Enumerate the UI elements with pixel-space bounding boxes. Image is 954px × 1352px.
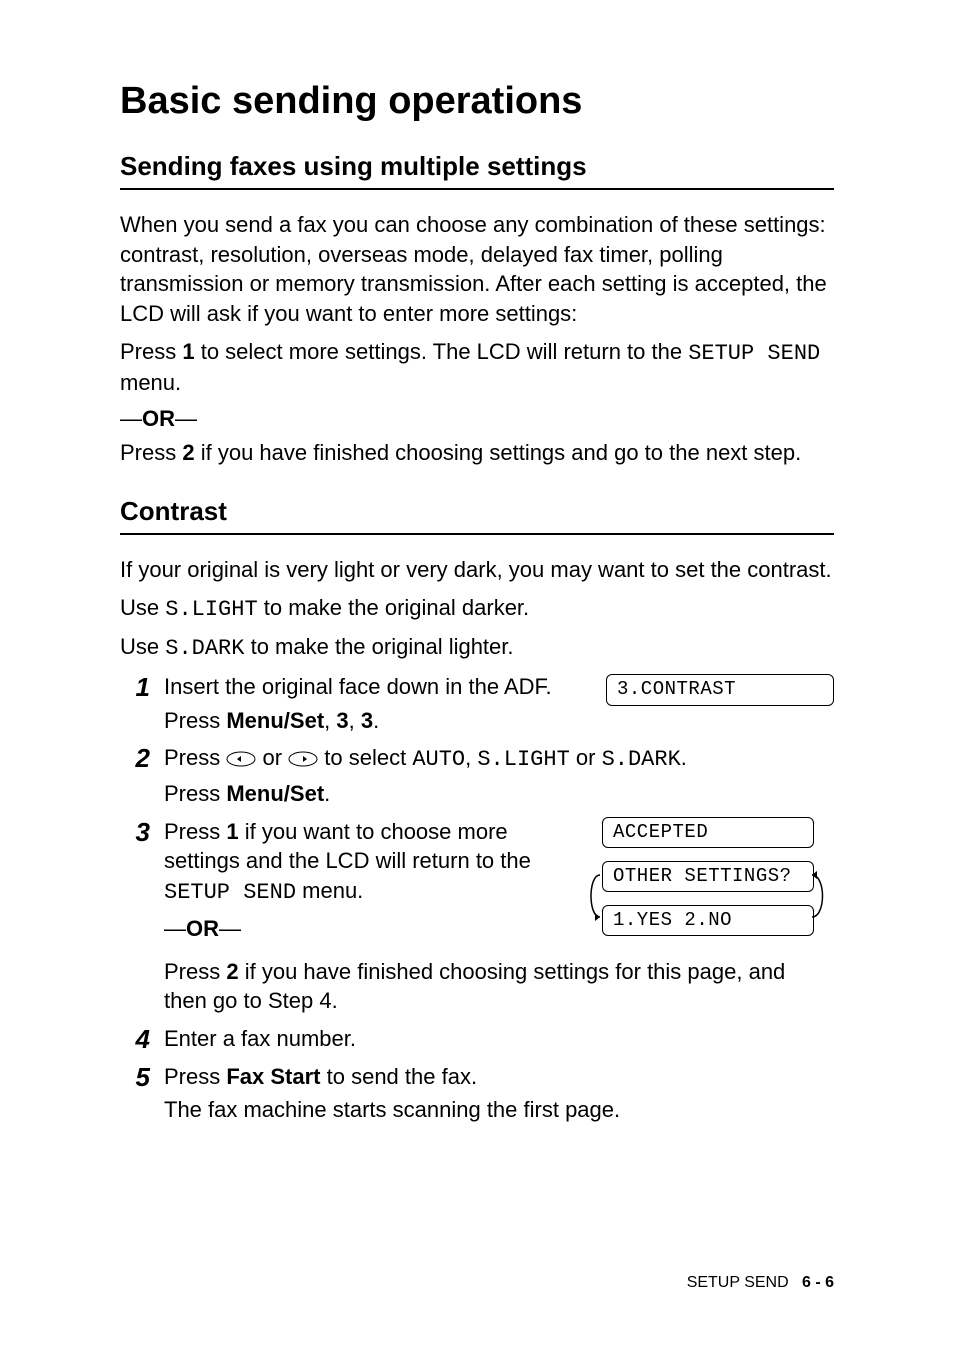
text: . (681, 745, 687, 770)
sdark-line: Use S.DARK to make the original lighter. (120, 632, 834, 664)
nav-left-icon (226, 745, 256, 775)
step-list: 1 Insert the original face down in the A… (120, 672, 834, 1129)
text: to select (318, 745, 412, 770)
intro-paragraph: When you send a fax you can choose any c… (120, 210, 834, 329)
step-number: 5 (120, 1062, 164, 1093)
text: Press (164, 959, 226, 984)
step1-row: Insert the original face down in the ADF… (164, 672, 834, 739)
text: Press (164, 781, 226, 806)
contrast-intro: If your original is very light or very d… (120, 555, 834, 585)
step2-p1: Press or to select AUTO, S.LIGHT or S.DA… (164, 743, 834, 775)
step-1: 1 Insert the original face down in the A… (120, 672, 834, 739)
step3-p1: Press 1 if you want to choose more setti… (164, 817, 570, 908)
mono-sdark2: S.DARK (602, 747, 681, 772)
step-number: 2 (120, 743, 164, 774)
or-label: OR (186, 916, 219, 941)
or-separator: —OR— (120, 406, 834, 432)
mono-slight2: S.LIGHT (477, 747, 569, 772)
text: menu. (120, 370, 181, 395)
text: . (324, 781, 330, 806)
section-heading-sending: Sending faxes using multiple settings (120, 151, 834, 182)
step-content: Press 1 if you want to choose more setti… (164, 817, 834, 1020)
fax-start-key: Fax Start (226, 1064, 320, 1089)
key-1: 1 (226, 819, 238, 844)
text: if you have finished choosing settings f… (164, 959, 785, 1014)
step1-p1: Insert the original face down in the ADF… (164, 672, 590, 702)
loop-arrow-icon (584, 861, 834, 939)
text: , (324, 708, 336, 733)
text: to make the original lighter. (244, 634, 513, 659)
step2-p2: Press Menu/Set. (164, 779, 834, 809)
step-4: 4 Enter a fax number. (120, 1024, 834, 1058)
step1-text: Insert the original face down in the ADF… (164, 672, 590, 739)
footer-section: SETUP SEND (687, 1274, 789, 1291)
manual-page: Basic sending operations Sending faxes u… (0, 0, 954, 1193)
step-5: 5 Press Fax Start to send the fax. The f… (120, 1062, 834, 1129)
text: . (373, 708, 379, 733)
page-footer: SETUP SEND 6 - 6 (687, 1274, 834, 1292)
text: or (256, 745, 288, 770)
press-2-paragraph: Press 2 if you have finished choosing se… (120, 438, 834, 468)
text: Press (120, 440, 182, 465)
text: to select more settings. The LCD will re… (195, 339, 689, 364)
text: menu. (296, 878, 363, 903)
footer-page-number: 6 - 6 (802, 1274, 834, 1291)
key-1: 1 (182, 339, 194, 364)
text: , (349, 708, 361, 733)
step3-text: Press 1 if you want to choose more setti… (164, 817, 570, 948)
text: to send the fax. (321, 1064, 478, 1089)
section-divider (120, 533, 834, 535)
step-number: 4 (120, 1024, 164, 1055)
step-number: 3 (120, 817, 164, 848)
or-separator: —OR— (164, 914, 570, 944)
menu-set-key: Menu/Set (226, 708, 324, 733)
text: Press (164, 745, 226, 770)
step3-wrap: Press 1 if you want to choose more setti… (164, 817, 834, 957)
lcd-contrast: 3.CONTRAST (606, 674, 834, 706)
lcd-accepted: ACCEPTED (602, 817, 814, 849)
or-label: OR (142, 406, 175, 431)
section-heading-contrast: Contrast (120, 496, 834, 527)
press-1-paragraph: Press 1 to select more settings. The LCD… (120, 337, 834, 398)
contrast-section: Contrast If your original is very light … (120, 496, 834, 1129)
text: Use (120, 634, 165, 659)
step-content: Insert the original face down in the ADF… (164, 672, 834, 739)
text: Press (120, 339, 182, 364)
key-2: 2 (226, 959, 238, 984)
slight-line: Use S.LIGHT to make the original darker. (120, 593, 834, 625)
key-3b: 3 (361, 708, 373, 733)
text: Press (164, 1064, 226, 1089)
text: , (465, 745, 477, 770)
step-number: 1 (120, 672, 164, 703)
step3-p2: Press 2 if you have finished choosing se… (164, 957, 834, 1016)
step4-p1: Enter a fax number. (164, 1024, 834, 1054)
text: Press (164, 819, 226, 844)
nav-right-icon (288, 745, 318, 775)
mono-slight: S.LIGHT (165, 597, 257, 622)
text: or (570, 745, 602, 770)
mono-auto: AUTO (412, 747, 465, 772)
lcd-stack: ACCEPTED OTHER SETTINGS? 1.YES 2.NO (586, 817, 834, 957)
mono-sdark: S.DARK (165, 636, 244, 661)
text: to make the original darker. (258, 595, 529, 620)
step-content: Press or to select AUTO, S.LIGHT or S.DA… (164, 743, 834, 812)
text: if you have finished choosing settings a… (195, 440, 802, 465)
step-3: 3 Press 1 if you want to choose more set… (120, 817, 834, 1020)
text: Use (120, 595, 165, 620)
page-title: Basic sending operations (120, 80, 834, 123)
step5-p2: The fax machine starts scanning the firs… (164, 1095, 834, 1125)
step1-p2: Press Menu/Set, 3, 3. (164, 706, 590, 736)
key-3: 3 (336, 708, 348, 733)
mono-setup-send2: SETUP SEND (164, 880, 296, 905)
menu-set-key: Menu/Set (226, 781, 324, 806)
key-2: 2 (182, 440, 194, 465)
step-2: 2 Press or to select AUTO, S.LIGHT or S.… (120, 743, 834, 812)
step-content: Press Fax Start to send the fax. The fax… (164, 1062, 834, 1129)
text: Press (164, 708, 226, 733)
section-divider (120, 188, 834, 190)
step-content: Enter a fax number. (164, 1024, 834, 1058)
mono-setup-send: SETUP SEND (688, 341, 820, 366)
step5-p1: Press Fax Start to send the fax. (164, 1062, 834, 1092)
